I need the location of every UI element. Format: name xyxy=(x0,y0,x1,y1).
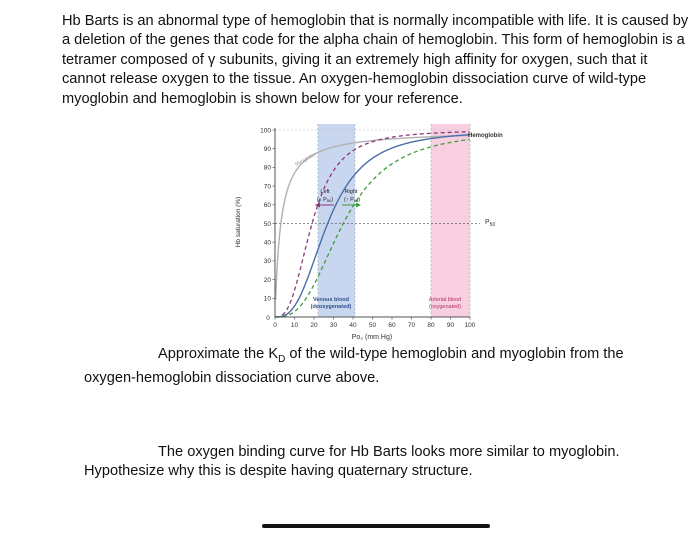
oxygen-dissociation-chart: 0 10 20 30 40 50 60 70 80 90 100 10 20 30 40 50 60 70 80 90… xyxy=(235,124,503,341)
x-tick-label: 80 xyxy=(427,322,435,329)
chart-ticks: 0 10 20 30 40 50 60 70 80 90 100 10 20 30 40 50 60 70 80 90… xyxy=(260,127,476,329)
curve-shift-3 xyxy=(275,138,470,318)
y-tick-label: 50 xyxy=(264,221,272,228)
venous-label-2: (deoxygenated) xyxy=(311,304,352,310)
chart-regions xyxy=(317,124,471,317)
zero-tick-label: 0 xyxy=(266,315,270,322)
curve-shift-2 xyxy=(275,131,470,318)
x-tick-label: 90 xyxy=(447,322,455,329)
x-tick-label: 0 xyxy=(273,322,277,329)
x-tick-label: 20 xyxy=(310,322,318,329)
kd-subscript: D xyxy=(278,353,286,365)
shift-left-label-1: Left xyxy=(320,189,330,195)
x-tick-label: 60 xyxy=(388,322,396,329)
intro-paragraph: Hb Barts is an abnormal type of hemoglob… xyxy=(62,13,689,107)
y-tick-label: 70 xyxy=(264,183,272,190)
chart-labels: Hb saturation (%) Po₂ (mm Hg) 0 Hemoglob… xyxy=(235,133,503,341)
x-tick-label: 70 xyxy=(408,322,416,329)
venous-label-1: Venous blood xyxy=(313,297,349,303)
x-axis-label: Po₂ (mm Hg) xyxy=(352,334,392,341)
y-tick-label: 30 xyxy=(264,258,272,265)
arterial-label-1: Arterial blood xyxy=(429,297,461,303)
curve-label-hemoglobin: Hemoglobin xyxy=(468,133,503,139)
shift-left-label-2: (↓ P50) xyxy=(317,197,333,203)
y-tick-label: 100 xyxy=(260,127,271,134)
y-tick-label: 80 xyxy=(264,165,272,172)
region-0 xyxy=(317,124,355,317)
question-1: Approximate the KD of the wild-type hemo… xyxy=(84,346,624,387)
curve-myoglobin xyxy=(274,134,470,301)
x-tick-label: 10 xyxy=(291,322,299,329)
x-tick-label: 50 xyxy=(369,322,377,329)
y-tick-label: 20 xyxy=(264,277,272,284)
arterial-label-2: (oxygenated) xyxy=(429,304,461,310)
region-1 xyxy=(431,124,470,317)
x-tick-label: 100 xyxy=(465,322,476,329)
curve-label-myoglobin: Myoglobin xyxy=(294,152,317,168)
x-tick-label: 30 xyxy=(330,322,338,329)
shift-right-label-1: Right xyxy=(345,189,358,195)
p50-sub: 50 xyxy=(490,222,496,228)
y-tick-label: 40 xyxy=(264,240,272,247)
y-tick-label: 90 xyxy=(264,146,272,153)
question-2: The oxygen binding curve for Hb Barts lo… xyxy=(84,444,620,480)
chart-guides xyxy=(275,129,480,224)
y-tick-label: 10 xyxy=(264,296,272,303)
y-axis-label: Hb saturation (%) xyxy=(235,197,242,248)
p50-label: P50 xyxy=(485,219,495,228)
x-tick-label: 40 xyxy=(349,322,357,329)
chart-curves xyxy=(274,131,470,318)
curve-hemoglobin xyxy=(275,133,470,318)
y-tick-label: 60 xyxy=(264,202,272,209)
shift-right-label-2: (↑ P50) xyxy=(344,197,360,203)
answer-underline xyxy=(262,524,490,528)
